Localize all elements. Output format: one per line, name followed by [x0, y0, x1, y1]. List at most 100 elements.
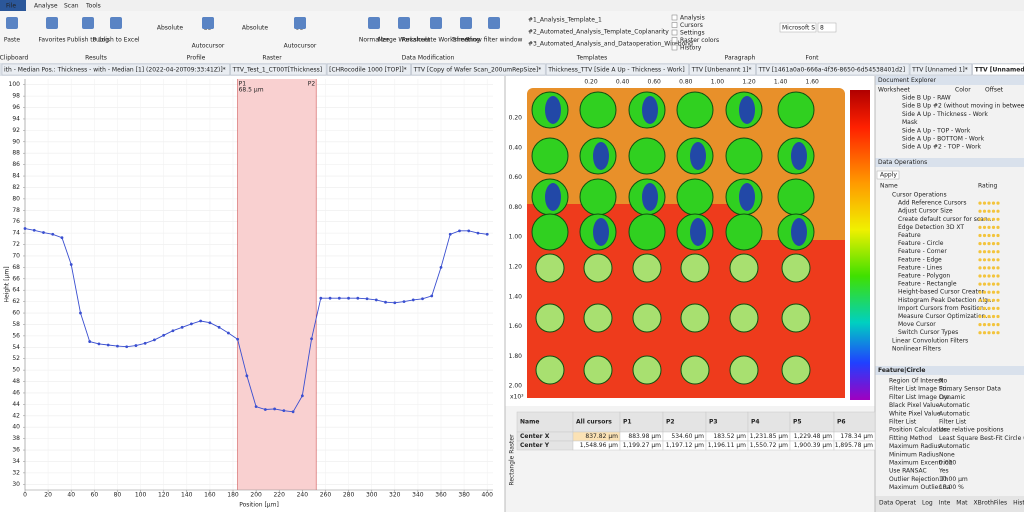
tree-item[interactable]: Side A Up #2 - TOP - Work: [902, 144, 982, 151]
document-tab[interactable]: TTV_Test_1_CT00T[Thickness]: [232, 67, 322, 74]
apply-button[interactable]: [876, 170, 900, 180]
checkbox[interactable]: [671, 44, 678, 51]
operation-item[interactable]: Create default cursor for scan...: [898, 216, 993, 223]
operation-item[interactable]: Histogram Peak Detection Alg...: [898, 297, 994, 304]
panel-tab[interactable]: XBrothFiles: [974, 500, 1008, 507]
document-tab[interactable]: TTV [Copy of Wafer Scan_200umRepSize]*: [413, 67, 542, 74]
tree-item[interactable]: Side B Up - RAW: [902, 95, 951, 102]
tree-item[interactable]: Side A Up - Thickness - Work: [902, 111, 988, 118]
document-tab[interactable]: TTV [Unbenannt 1]*: [691, 67, 752, 74]
ribbon-button[interactable]: Absolute: [157, 25, 184, 32]
operation-item[interactable]: Feature - Corner: [898, 248, 947, 255]
ribbon-icon[interactable]: [430, 17, 442, 29]
menu-item[interactable]: Analyse: [34, 3, 58, 10]
tree-item[interactable]: Mask: [902, 119, 918, 126]
menu-item[interactable]: File: [6, 3, 16, 10]
check-label[interactable]: Analysis: [680, 15, 705, 22]
document-tab[interactable]: Thickness_TTV [Side A Up - Thickness - W…: [547, 67, 684, 74]
operation-item[interactable]: Adjust Cursor Size: [898, 208, 953, 215]
check-label[interactable]: Raster colors: [680, 37, 719, 44]
operation-item[interactable]: Linear Convolution Filters: [892, 337, 968, 344]
operation-item[interactable]: Height-based Cursor Creator: [898, 289, 985, 296]
panel-tab[interactable]: Histogr: [1013, 500, 1024, 507]
operation-item[interactable]: Feature - Polygon: [898, 273, 950, 280]
ribbon-button[interactable]: Autocursor: [192, 43, 225, 50]
operation-item[interactable]: Switch Cursor Types: [898, 329, 958, 336]
operation-item[interactable]: Move Cursor: [898, 321, 936, 328]
ribbon-button[interactable]: Show filter window: [466, 37, 523, 44]
checkbox[interactable]: [671, 14, 678, 21]
size-box[interactable]: [817, 22, 837, 33]
checkbox[interactable]: [671, 29, 678, 36]
ribbon-button[interactable]: Publish to Excel: [92, 37, 139, 44]
panel-tab[interactable]: Log: [922, 500, 933, 507]
operation-item[interactable]: Nonlinear Filters: [892, 345, 941, 352]
ribbon-icon[interactable]: [6, 17, 18, 29]
tree-item[interactable]: Side A Up - BOTTOM - Work: [902, 136, 985, 143]
menu-item[interactable]: Tools: [85, 3, 101, 10]
font-name[interactable]: Microsoft S: [782, 25, 815, 32]
ribbon-button[interactable]: Trimming: [451, 37, 480, 44]
file-tab[interactable]: [0, 0, 26, 11]
font-box[interactable]: [779, 22, 817, 33]
ribbon-button[interactable]: Favorites: [38, 37, 65, 44]
template-item[interactable]: #2_Automated_Analysis_Template_Coplanari…: [528, 29, 669, 36]
operation-item[interactable]: Feature - Circle: [898, 240, 944, 247]
ribbon-icon[interactable]: [294, 17, 306, 29]
checkbox[interactable]: [671, 37, 678, 43]
operation-item[interactable]: Feature - Rectangle: [898, 281, 957, 288]
ribbon-icon[interactable]: [488, 17, 500, 29]
menu-item[interactable]: Scan: [64, 3, 79, 10]
check-label[interactable]: History: [680, 45, 702, 52]
tab-bg[interactable]: [411, 63, 546, 76]
ribbon-button[interactable]: Normalize: [359, 37, 390, 44]
ribbon-button[interactable]: Publish to Log: [67, 37, 109, 44]
ribbon-icon[interactable]: [398, 17, 410, 29]
ribbon-button[interactable]: Merge Worksheet: [378, 37, 431, 44]
ribbon-icon[interactable]: [82, 17, 94, 29]
template-item[interactable]: #1_Analysis_Template_1: [528, 17, 602, 24]
ribbon-icon[interactable]: [202, 17, 214, 29]
tab-bg[interactable]: [909, 63, 972, 76]
operation-item[interactable]: Feature - Lines: [898, 264, 942, 271]
operation-item[interactable]: Import Cursors from Position...: [898, 305, 990, 312]
font-size[interactable]: 8: [820, 25, 824, 32]
operation-item[interactable]: Add Reference Cursors: [898, 200, 967, 207]
check-label[interactable]: Settings: [680, 30, 705, 37]
document-tab[interactable]: TTV [Unnamed 1]*: [911, 67, 968, 74]
document-tab[interactable]: ith - Median Pos.: Thickness - with - Me…: [4, 67, 226, 74]
tree-item[interactable]: Side A Up - TOP - Work: [902, 127, 971, 134]
tab-bg[interactable]: [972, 63, 1024, 76]
tree-item[interactable]: Side B Up #2 (without moving in between): [902, 103, 1024, 110]
ribbon-icon[interactable]: [368, 17, 380, 29]
ribbon-icon[interactable]: [110, 17, 122, 29]
operation-item[interactable]: Cursor Operations: [892, 192, 947, 199]
check-label[interactable]: Cursors: [680, 22, 703, 29]
ribbon-button[interactable]: Paste: [4, 37, 21, 44]
operation-item[interactable]: Feature: [898, 232, 921, 239]
ribbon-button[interactable]: Recalculate Worksheet: [402, 37, 471, 44]
tab-bg[interactable]: [756, 63, 910, 76]
document-tab[interactable]: TTV [Unnamed 2]*: [975, 67, 1024, 74]
tab-bg[interactable]: [545, 63, 689, 76]
ribbon-button[interactable]: Autocursor: [284, 43, 317, 50]
panel-tab[interactable]: Mat: [956, 500, 968, 507]
operation-item[interactable]: Feature - Edge: [898, 256, 942, 263]
document-tab[interactable]: TTV [1461a0a0-666a-4f36-8650-6d54538401d…: [757, 67, 905, 74]
ribbon-button[interactable]: Absolute: [242, 25, 269, 32]
tab-bg[interactable]: [326, 63, 411, 76]
panel-tab[interactable]: Inte: [939, 500, 951, 507]
ribbon-icon[interactable]: [46, 17, 58, 29]
ribbon-icon[interactable]: [460, 17, 472, 29]
operation-item[interactable]: Measure Cursor Optimization...: [898, 313, 991, 320]
template-item[interactable]: #3_Automated_Analysis_and_Dataoperation_…: [528, 41, 693, 48]
checkbox[interactable]: [671, 22, 678, 28]
panel-tab[interactable]: Data Operat: [879, 500, 917, 507]
tab-bg[interactable]: [1, 63, 230, 76]
operation-item[interactable]: Edge Detection 3D XT: [898, 224, 964, 231]
document-tab[interactable]: [CHRocodile 1000 [TOP]]*: [329, 67, 407, 74]
tab-bg[interactable]: [689, 63, 756, 76]
rating-star: [978, 209, 982, 213]
apply-label[interactable]: Apply: [880, 172, 897, 179]
tab-bg[interactable]: [230, 63, 327, 76]
